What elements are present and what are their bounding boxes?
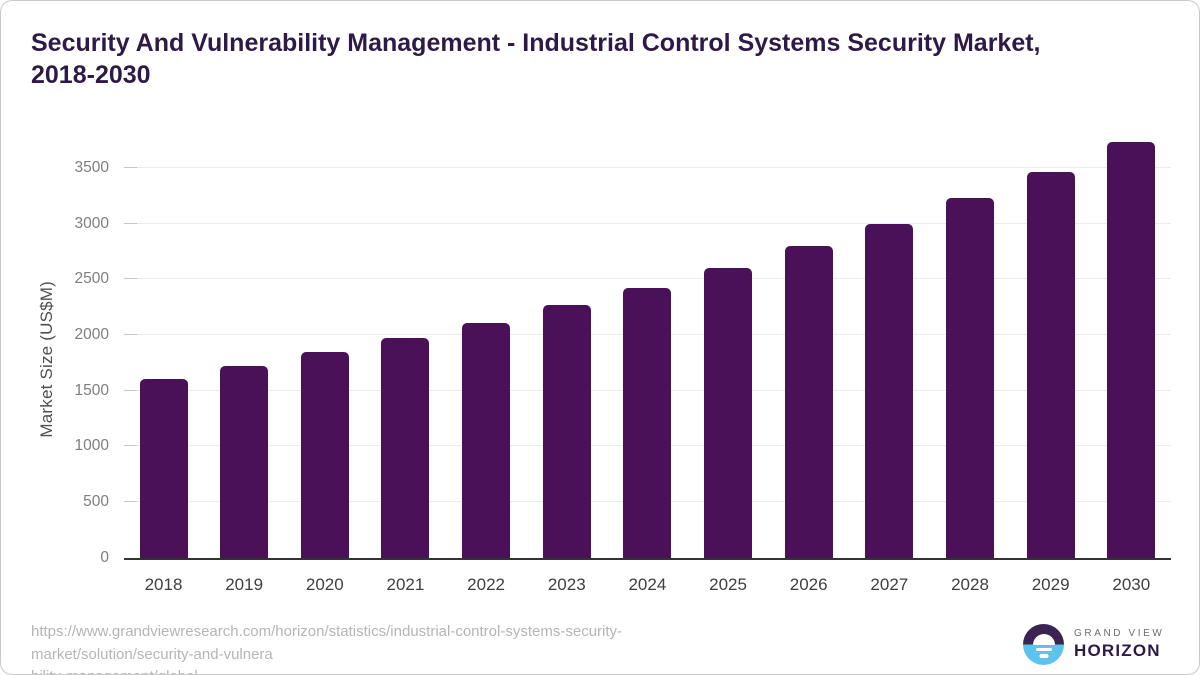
y-axis-tick <box>124 445 137 447</box>
gridline <box>124 222 1171 224</box>
x-axis-tick-label: 2020 <box>305 574 344 594</box>
horizon-sun-icon <box>1023 624 1064 665</box>
page-title-line1: Security And Vulnerability Management - … <box>31 29 1041 57</box>
x-axis-tick-label: 2019 <box>225 574 264 594</box>
gridline <box>124 167 1171 168</box>
y-axis-tick-label: 1500 <box>74 381 109 399</box>
y-axis-tick-label: 3500 <box>74 159 109 176</box>
sun-reflection-stripe <box>1039 654 1048 658</box>
sun-reflection-stripe <box>1035 647 1052 651</box>
bar-2018 <box>139 378 188 558</box>
y-axis-tick-label: 500 <box>83 492 109 510</box>
y-axis-tick-label: 3000 <box>74 214 109 232</box>
x-axis-tick-label: 2022 <box>467 574 505 594</box>
page-title-line2: 2018-2030 <box>31 61 151 89</box>
bar-2029 <box>1026 171 1075 558</box>
bar-2023 <box>542 305 591 558</box>
y-axis-tick-label: 2000 <box>74 325 109 343</box>
x-axis-tick-label: 2021 <box>386 574 425 594</box>
logo-text-horizon: HORIZON <box>1074 641 1161 660</box>
bar-chart-plot-area: 0 500 1000 1500 2000 2500 3000 3500 2018 2019 2020… <box>75 141 1171 594</box>
y-axis-tick-label: 1000 <box>74 437 109 455</box>
y-axis-tick-label: 0 <box>100 548 109 566</box>
bar-2025 <box>704 267 753 558</box>
x-axis-tick-label: 2027 <box>870 574 909 594</box>
page-title: Security And Vulnerability Management - … <box>31 27 1041 91</box>
bar-2030 <box>1107 142 1156 558</box>
y-axis-tick <box>124 167 137 168</box>
x-axis-tick-label: 2026 <box>789 574 828 594</box>
logo-text-grand-view: GRAND VIEW <box>1074 628 1165 639</box>
y-axis-tick <box>124 500 137 502</box>
bar-2019 <box>220 366 269 558</box>
y-axis-tick-label: 2500 <box>74 270 109 288</box>
x-axis-tick-label: 2018 <box>144 574 183 594</box>
bar-2022 <box>462 322 511 558</box>
y-axis-tick <box>124 222 137 224</box>
source-url-line2: bility-management/global <box>31 666 711 674</box>
bar-2026 <box>784 246 833 558</box>
y-axis-title: Market Size (US$M) <box>37 281 56 438</box>
source-url: https://www.grandviewresearch.com/horizo… <box>31 621 711 674</box>
x-axis-tick-label: 2028 <box>951 574 989 594</box>
x-axis-tick-label: 2029 <box>1031 574 1070 594</box>
x-axis-tick-label: 2023 <box>547 574 586 594</box>
bar-2028 <box>946 198 994 558</box>
x-axis-tick-label: 2024 <box>628 574 667 594</box>
y-axis-tick <box>124 333 137 335</box>
source-url-line1: https://www.grandviewresearch.com/horizo… <box>31 623 623 663</box>
y-axis-tick <box>124 389 137 391</box>
x-axis-tick-label: 2030 <box>1112 574 1151 594</box>
x-axis-tick-label: 2025 <box>709 574 747 594</box>
bar-2021 <box>381 338 430 558</box>
sun-shape <box>1032 633 1055 645</box>
grand-view-horizon-logo: GRAND VIEW HORIZON <box>1023 624 1164 665</box>
bar-2020 <box>300 352 349 558</box>
logo-wordmark: GRAND VIEW HORIZON <box>1074 628 1164 661</box>
bar-2024 <box>623 287 672 558</box>
bar-2027 <box>865 223 914 558</box>
gridline <box>124 278 1171 280</box>
y-axis-tick <box>124 278 137 280</box>
